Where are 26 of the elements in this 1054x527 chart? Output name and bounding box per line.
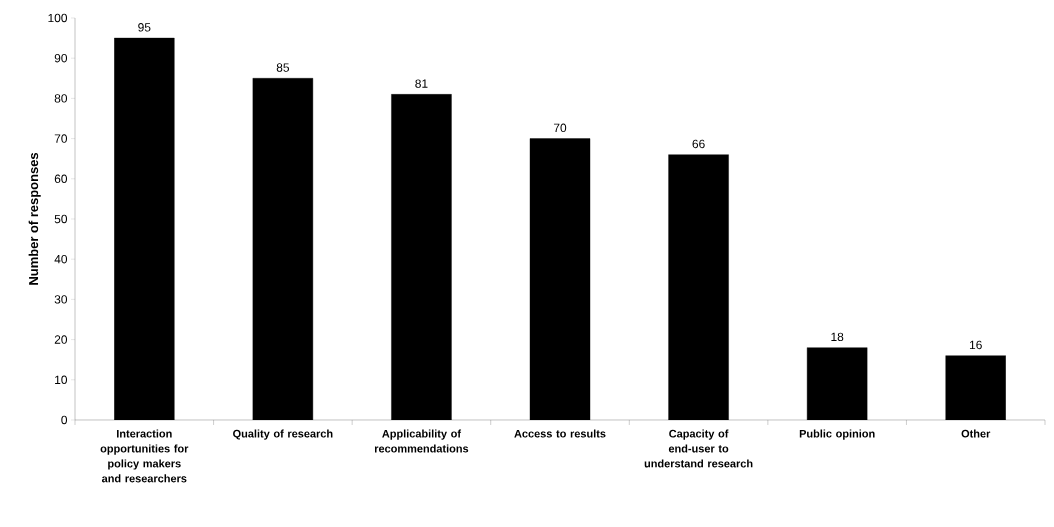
x-tick-label: Other <box>961 429 991 438</box>
y-tick-label: 100 <box>48 13 68 23</box>
y-axis-title: Number of responses <box>28 152 41 285</box>
data-label: 18 <box>831 332 844 342</box>
y-tick-label: 20 <box>54 335 68 344</box>
x-tick-label: Capacity of end-user to understand research <box>644 429 753 468</box>
x-tick-label: Applicability of recommendations <box>374 429 469 453</box>
y-tick-label: 40 <box>54 254 68 264</box>
y-tick-label: 80 <box>54 94 68 103</box>
data-label: 70 <box>553 123 567 133</box>
y-tick-label: 50 <box>54 214 68 224</box>
y-tick-label: 0 <box>61 415 68 425</box>
data-label: 81 <box>415 79 428 88</box>
x-tick-label: Interaction opportunities for policy makers and researchers <box>100 429 189 483</box>
y-tick-label: 90 <box>54 53 68 63</box>
x-tick-label: Access to results <box>514 429 606 438</box>
y-tick-label: 60 <box>54 174 68 184</box>
data-label: 85 <box>276 63 290 72</box>
y-tick-label: 70 <box>54 134 68 143</box>
y-tick-label: 30 <box>54 295 68 304</box>
data-label: 66 <box>692 139 705 149</box>
x-tick-label: Public opinion <box>799 429 875 440</box>
y-tick-label: 10 <box>55 375 68 385</box>
data-label: 16 <box>969 340 982 350</box>
x-tick-label: Quality of research <box>233 429 333 440</box>
data-label: 95 <box>138 23 151 32</box>
